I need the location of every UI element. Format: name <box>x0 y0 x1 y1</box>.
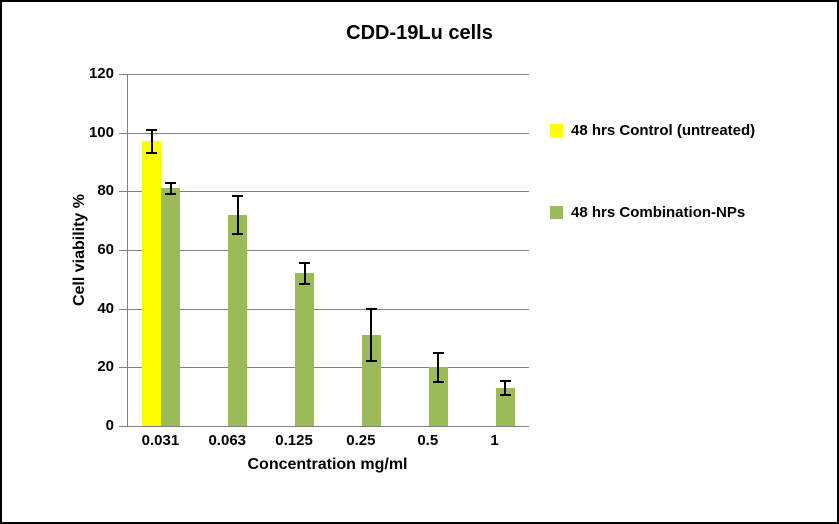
legend-label-control: 48 hrs Control (untreated) <box>571 121 756 139</box>
y-tick-label: 100 <box>88 123 114 141</box>
y-axis-tick <box>119 308 127 310</box>
bar-combination <box>295 273 315 426</box>
x-tick-label: 0.125 <box>275 432 313 449</box>
x-tick-label: 0.5 <box>417 432 439 449</box>
error-bar <box>169 182 172 195</box>
gridline <box>128 191 529 193</box>
error-bar-cap-top <box>165 181 177 184</box>
bar-combination <box>228 214 248 426</box>
gridline <box>128 74 529 75</box>
legend: 48 hrs Control (untreated) 48 hrs Combin… <box>550 120 755 222</box>
error-bar-cap-top <box>365 307 377 310</box>
gridline <box>128 132 529 134</box>
error-bar-cap-bottom <box>432 381 444 383</box>
error-bar <box>370 308 373 362</box>
error-bar <box>437 352 440 382</box>
bar-combination <box>161 188 181 426</box>
legend-item-combination: 48 hrs Combination-NPs <box>550 202 755 222</box>
error-bar <box>236 195 239 234</box>
x-tick-label: 1 <box>490 432 499 449</box>
error-bar-cap-bottom <box>499 394 511 397</box>
legend-item-control: 48 hrs Control (untreated) <box>550 120 755 140</box>
y-tick-label: 80 <box>97 182 114 200</box>
plot-area <box>119 74 529 427</box>
y-tick-label: 40 <box>97 299 114 317</box>
error-bar-cap-top <box>499 379 511 382</box>
gridline <box>128 250 529 251</box>
error-bar <box>504 380 507 396</box>
bar-control <box>142 141 162 426</box>
error-bar-cap-bottom <box>299 282 311 285</box>
x-tick-label: 0.25 <box>346 432 376 449</box>
x-tick-label: 0.063 <box>208 432 247 449</box>
x-tick-label: 0.031 <box>141 432 180 449</box>
chart-title: CDD-19Lu cells <box>346 22 493 44</box>
error-bar-cap-bottom <box>232 232 244 235</box>
y-tick-label: 120 <box>88 65 114 82</box>
y-axis-tick <box>119 250 127 251</box>
error-bar-cap-bottom <box>146 152 158 155</box>
error-bar-cap-bottom <box>165 193 177 196</box>
error-bar-cap-top <box>299 262 311 265</box>
bar-combination <box>495 387 515 426</box>
bar-combination <box>361 335 381 426</box>
y-tick-label: 0 <box>105 417 114 434</box>
gridline <box>128 308 529 310</box>
gridline <box>128 367 529 369</box>
error-bar-cap-bottom <box>365 360 377 363</box>
y-axis-tick <box>119 367 127 369</box>
error-bar-cap-top <box>232 194 244 197</box>
y-axis-tick <box>119 74 127 75</box>
legend-swatch-control-icon <box>550 123 563 137</box>
y-axis-tick <box>119 426 127 427</box>
error-bar <box>303 263 306 284</box>
y-tick-label: 20 <box>97 358 114 376</box>
y-tick-label: 60 <box>97 241 114 258</box>
x-axis-title: Concentration mg/ml <box>247 456 408 473</box>
error-bar-cap-top <box>432 351 444 354</box>
error-bar-cap-top <box>146 128 158 131</box>
error-bar <box>150 129 153 154</box>
legend-swatch-combination-icon <box>550 205 563 219</box>
y-axis-tick <box>119 132 127 134</box>
y-axis-tick <box>119 191 127 193</box>
legend-label-combination: 48 hrs Combination-NPs <box>571 203 746 221</box>
